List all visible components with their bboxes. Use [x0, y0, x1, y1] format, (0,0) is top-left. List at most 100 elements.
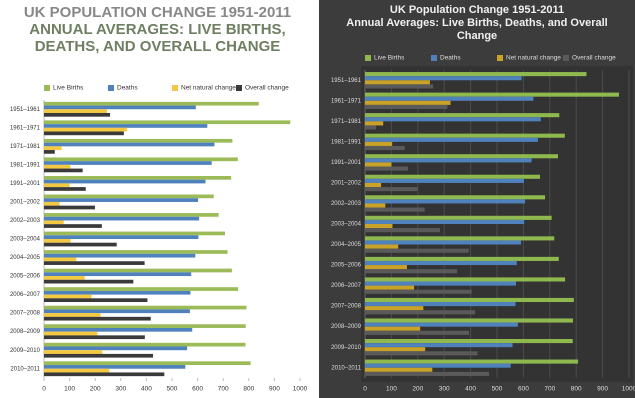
bar: [44, 305, 247, 310]
y-tick-label: 2003–2004: [10, 237, 41, 243]
bar: [44, 120, 291, 125]
legend-label: Deaths: [440, 55, 461, 62]
legend-label: Net natural change: [181, 85, 236, 92]
y-tick-label: 2004–2005: [331, 242, 362, 248]
bar: [44, 279, 134, 284]
bar: [44, 276, 85, 280]
bar: [365, 133, 565, 138]
x-tick-label: 200: [90, 386, 101, 393]
y-tick-label: 1971–1981: [10, 144, 41, 150]
bar: [365, 343, 513, 348]
bar: [44, 257, 77, 262]
bar: [365, 121, 384, 126]
bar: [44, 157, 238, 162]
bar: [44, 313, 101, 317]
bar: [44, 309, 190, 314]
bar: [44, 201, 60, 206]
bar: [365, 285, 415, 290]
y-tick-label: 2001–2002: [10, 200, 41, 206]
y-tick-label: 2002–2003: [331, 201, 362, 207]
x-tick-label: 900: [269, 386, 280, 393]
x-tick-label: 500: [167, 386, 178, 393]
y-tick-label: 2002–2003: [10, 218, 41, 224]
bar: [44, 105, 196, 110]
bar: [365, 113, 560, 118]
bar: [44, 150, 55, 154]
bar: [44, 220, 64, 225]
bar: [44, 372, 165, 377]
bar: [365, 215, 552, 220]
bar: [365, 244, 399, 249]
y-tick-label: 2008–2009: [331, 324, 362, 330]
bar: [365, 80, 430, 85]
bar: [44, 127, 127, 132]
bar: [365, 158, 532, 163]
bar: [365, 347, 426, 352]
bar: [365, 76, 522, 81]
bar: [365, 145, 405, 151]
bar: [44, 346, 188, 351]
bar: [365, 219, 525, 224]
legend-label: Deaths: [117, 85, 138, 92]
bar: [44, 350, 103, 354]
bar: [365, 265, 407, 270]
bar: [44, 290, 191, 295]
chart-panel: UK Population Change 1951-2011 Annual Ave…: [319, 0, 635, 398]
bar: [365, 174, 541, 179]
bar: [365, 178, 524, 183]
y-tick-label: 2010–2011: [331, 365, 361, 371]
bar: [44, 368, 110, 373]
bar: [365, 330, 470, 335]
bar: [44, 272, 192, 277]
bar: [44, 194, 214, 199]
x-tick-label: 1000: [293, 386, 308, 393]
y-tick-label: 1981–1991: [331, 139, 362, 145]
legend-label: Overall change: [245, 85, 289, 92]
bar: [365, 302, 516, 307]
bar: [365, 277, 566, 282]
bar: [365, 104, 448, 110]
x-tick-label: 700: [218, 386, 229, 393]
x-tick-label: 800: [243, 386, 254, 393]
bar: [44, 242, 117, 247]
bar: [44, 175, 232, 180]
legend-swatch: [431, 55, 437, 61]
bar: [365, 125, 377, 130]
y-tick-label: 1991–2001: [10, 181, 41, 187]
legend-swatch: [365, 55, 371, 61]
bar: [44, 205, 95, 210]
y-tick-label: 2003–2004: [331, 222, 362, 228]
legend-swatch: [236, 85, 242, 91]
bar: [44, 161, 212, 165]
bar: [44, 327, 193, 332]
x-tick-label: 0: [42, 386, 46, 393]
bar: [365, 199, 525, 204]
bar: [365, 363, 511, 368]
bar: [365, 100, 451, 105]
chart-title: UK Population Change 1951-2011: [389, 4, 565, 16]
bar: [44, 187, 86, 191]
legend-swatch: [44, 85, 50, 91]
bar: [44, 224, 102, 228]
bar: [365, 203, 386, 208]
bar: [44, 179, 206, 184]
bar: [44, 168, 83, 173]
y-tick-label: 1991–2001: [331, 160, 362, 166]
bar: [44, 316, 151, 321]
y-tick-label: 1951–1961: [10, 107, 41, 113]
x-tick-label: 200: [412, 386, 423, 393]
legend-label: Overall change: [572, 55, 616, 62]
y-tick-label: 1961–1971: [331, 98, 362, 104]
legend-swatch: [563, 55, 569, 61]
bar: [44, 361, 251, 366]
y-tick-label: 2010–2011: [10, 366, 40, 372]
bar: [44, 331, 98, 336]
x-tick-label: 300: [439, 386, 450, 393]
x-tick-label: 300: [115, 386, 126, 393]
bar: [44, 216, 200, 221]
x-tick-label: 700: [544, 386, 555, 393]
y-tick-label: 1981–1991: [10, 162, 41, 168]
bar: [365, 228, 440, 233]
chart-title: UK POPULATION CHANGE 1951-2011: [23, 4, 292, 21]
